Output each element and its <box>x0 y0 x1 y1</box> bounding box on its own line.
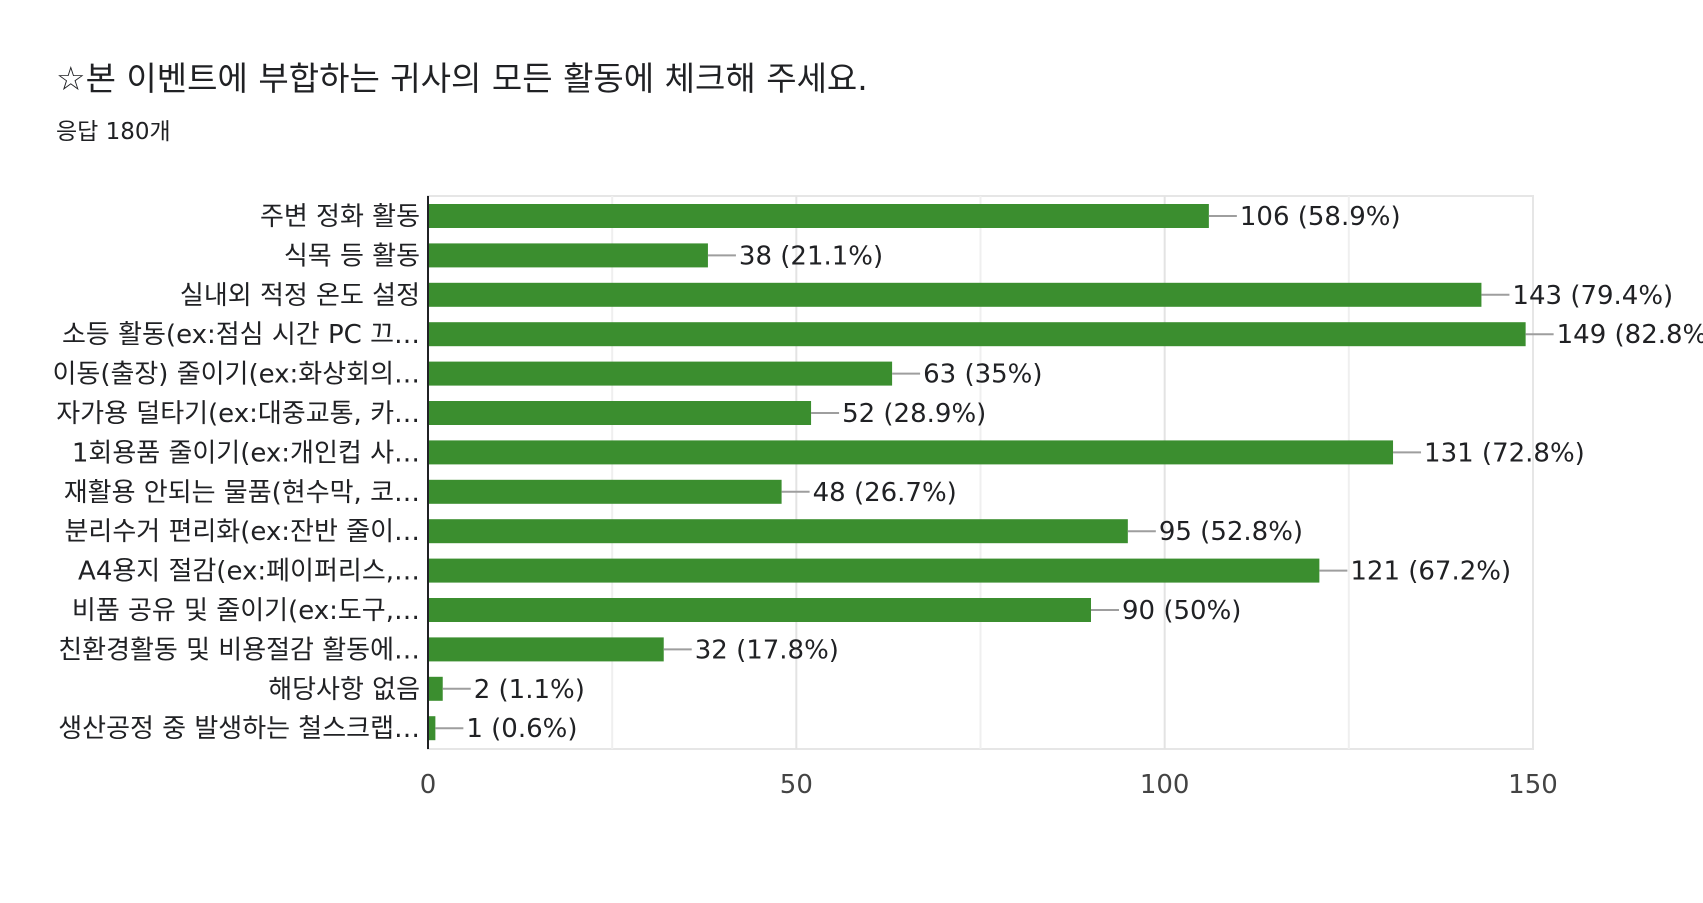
category-label: 주변 정화 활동 <box>260 202 420 232</box>
category-label: A4용지 절감(ex:페이퍼리스,… <box>78 557 420 587</box>
x-tick-label: 50 <box>780 770 813 800</box>
bar[interactable] <box>429 440 1394 465</box>
bar[interactable] <box>429 637 664 662</box>
bars: 주변 정화 활동 106 (58.9%) 식목 등 활동 38 (21.1%) 실내외 … <box>52 202 1703 744</box>
category-label: 비품 공유 및 줄이기(ex:도구,… <box>72 596 420 626</box>
data-label: 52 (28.9%) <box>842 399 986 429</box>
category-label: 1회용품 줄이기(ex:개인컵 사… <box>72 438 420 468</box>
bar[interactable] <box>429 676 443 701</box>
data-label: 1 (0.6%) <box>466 714 577 744</box>
category-label: 분리수거 편리화(ex:잔반 줄이… <box>65 517 420 547</box>
data-label: 90 (50%) <box>1122 596 1241 626</box>
category-label: 소등 활동(ex:점심 시간 PC 끄… <box>62 320 420 350</box>
bar[interactable] <box>429 401 812 425</box>
data-label: 48 (26.7%) <box>813 478 957 508</box>
x-tick-label: 150 <box>1508 770 1558 800</box>
category-label: 실내외 적정 온도 설정 <box>180 281 420 311</box>
category-label: 해당사항 없음 <box>268 675 420 705</box>
data-label: 121 (67.2%) <box>1350 557 1511 587</box>
response-count: 응답 180개 <box>56 119 171 145</box>
data-label: 149 (82.8%) <box>1557 320 1703 350</box>
bar[interactable] <box>429 204 1209 228</box>
grid-lines <box>427 195 1534 750</box>
bar[interactable] <box>429 361 893 386</box>
data-label: 131 (72.8%) <box>1424 438 1585 468</box>
data-label: 143 (79.4%) <box>1512 281 1673 311</box>
bar[interactable] <box>429 322 1526 347</box>
category-label: 식목 등 활동 <box>284 241 420 271</box>
bar[interactable] <box>429 716 436 741</box>
x-tick-label: 0 <box>420 770 437 800</box>
data-label: 106 (58.9%) <box>1240 202 1401 232</box>
bar[interactable] <box>429 598 1091 622</box>
data-label: 32 (17.8%) <box>695 635 839 665</box>
bar[interactable] <box>429 243 708 268</box>
chart-title: ☆본 이벤트에 부합하는 귀사의 모든 활동에 체크해 주세요. <box>56 59 868 98</box>
data-label: 2 (1.1%) <box>474 675 585 705</box>
bar[interactable] <box>429 519 1128 544</box>
category-label: 재활용 안되는 물품(현수막, 코… <box>64 478 420 508</box>
bar[interactable] <box>429 282 1482 307</box>
data-label: 63 (35%) <box>923 360 1042 390</box>
data-label: 95 (52.8%) <box>1159 517 1303 547</box>
bar[interactable] <box>429 479 782 504</box>
category-label: 생산공정 중 발생하는 철스크랩… <box>58 714 420 744</box>
data-label: 38 (21.1%) <box>739 241 883 271</box>
category-label: 이동(출장) 줄이기(ex:화상회의… <box>52 360 420 390</box>
category-label: 친환경활동 및 비용절감 활동에… <box>58 635 420 665</box>
bar[interactable] <box>429 558 1320 583</box>
x-axis-ticks: 0 50 100 150 <box>420 770 1558 800</box>
x-tick-label: 100 <box>1140 770 1190 800</box>
category-label: 자가용 덜타기(ex:대중교통, 카… <box>56 399 420 429</box>
